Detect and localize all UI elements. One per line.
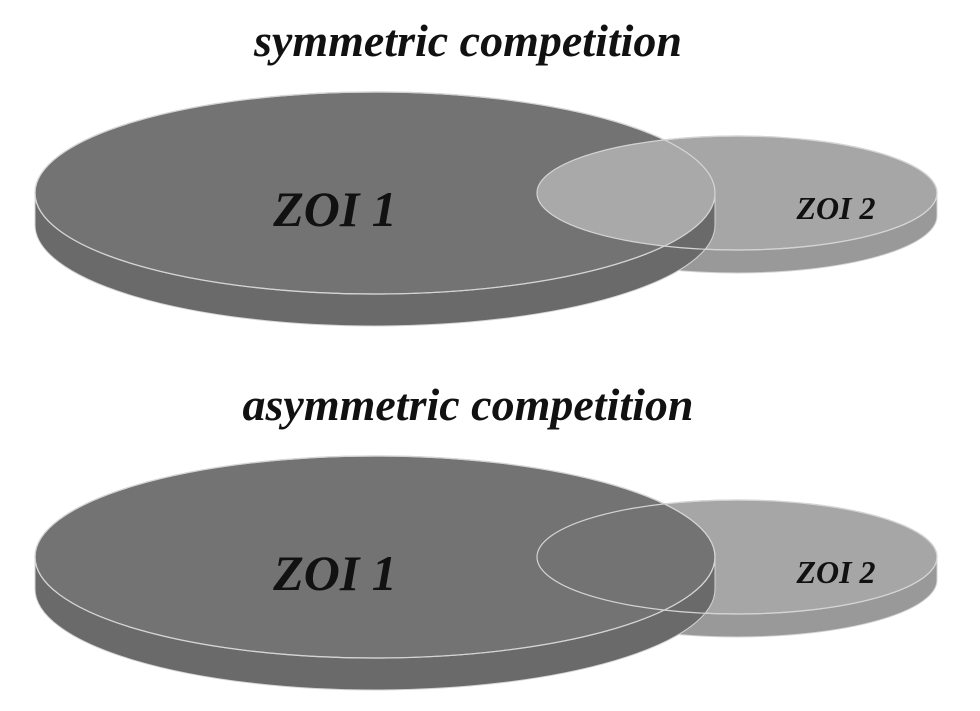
- zoi-1-disc: [34, 455, 716, 691]
- panel-symmetric: symmetric competition ZOI 1 ZOI 2: [34, 15, 938, 327]
- zoi-1-label-asymmetric: ZOI 1: [272, 545, 397, 601]
- panel-asymmetric: asymmetric competition ZOI 1 ZOI 2: [34, 379, 938, 691]
- zoi-1-outline: [34, 91, 716, 295]
- zoi-2-label-symmetric: ZOI 2: [795, 190, 875, 226]
- zoi-1-outline: [34, 455, 716, 659]
- zoi-2-label-asymmetric: ZOI 2: [795, 554, 875, 590]
- panel-title-symmetric: symmetric competition: [253, 15, 682, 66]
- zoi-2-outline: [536, 499, 938, 615]
- zoi-2-outline: [536, 135, 938, 251]
- zoi-1-label-symmetric: ZOI 1: [272, 181, 397, 237]
- panel-title-asymmetric: asymmetric competition: [243, 379, 694, 430]
- overlap-shared-region: [537, 136, 715, 250]
